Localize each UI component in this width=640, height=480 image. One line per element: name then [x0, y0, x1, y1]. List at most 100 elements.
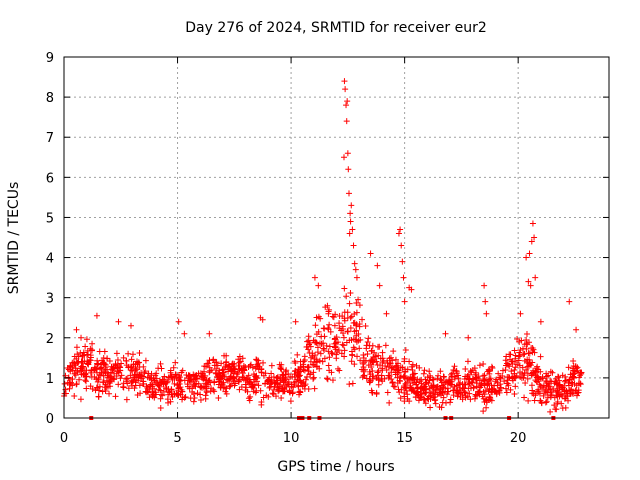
data-point [402, 347, 409, 354]
data-point [101, 348, 108, 355]
data-point [516, 349, 523, 356]
data-point [325, 325, 332, 332]
y-tick-label: 1 [46, 372, 54, 387]
data-point [547, 368, 554, 375]
data-point [127, 364, 134, 371]
data-point [432, 387, 439, 394]
data-point [225, 363, 232, 370]
data-point [73, 381, 80, 388]
data-point [328, 349, 335, 356]
data-point [312, 322, 319, 329]
data-point [473, 380, 480, 387]
data-point [274, 373, 281, 380]
data-point [391, 383, 398, 390]
data-point [102, 388, 109, 395]
data-point [255, 382, 262, 389]
data-point [558, 400, 565, 407]
data-point [348, 358, 355, 365]
data-point [424, 374, 431, 381]
data-point [430, 394, 437, 401]
data-point-peak [341, 78, 348, 85]
data-point [520, 374, 527, 381]
data-point [168, 386, 175, 393]
data-point [197, 397, 204, 404]
data-point [499, 367, 506, 374]
data-point [158, 391, 165, 398]
data-point [375, 377, 382, 384]
data-point [151, 385, 158, 392]
data-point [507, 351, 514, 358]
data-point [214, 374, 221, 381]
data-point [202, 380, 209, 387]
data-point [129, 351, 136, 358]
data-point [153, 370, 160, 377]
data-point [177, 384, 184, 391]
data-point [434, 391, 441, 398]
data-point [83, 367, 90, 374]
data-point [344, 328, 351, 335]
data-point [118, 360, 125, 367]
data-point [344, 328, 351, 335]
data-point [483, 399, 490, 406]
data-point [116, 363, 123, 370]
data-point [151, 377, 158, 384]
data-point [415, 392, 422, 399]
data-point [540, 392, 547, 399]
data-point [98, 361, 105, 368]
data-point [356, 302, 363, 309]
data-point [340, 334, 347, 341]
data-point [424, 395, 431, 402]
data-point [454, 389, 461, 396]
data-point-peak [531, 234, 538, 241]
data-point [516, 362, 523, 369]
data-point [523, 345, 530, 352]
data-point [106, 357, 113, 364]
data-point [311, 385, 318, 392]
data-point [410, 371, 417, 378]
data-point [201, 363, 208, 370]
data-point [476, 377, 483, 384]
data-point [507, 386, 514, 393]
data-point [155, 365, 162, 372]
data-point [326, 321, 333, 328]
y-axis-label: SRMTID / TECUs [6, 182, 22, 295]
data-point [486, 385, 493, 392]
data-point [124, 380, 131, 387]
data-point-peak [367, 250, 374, 257]
data-point [347, 325, 354, 332]
data-point [326, 343, 333, 350]
data-point [72, 372, 79, 379]
data-point [266, 384, 273, 391]
data-point-peak [344, 150, 351, 157]
data-point [230, 363, 237, 370]
data-point [570, 358, 577, 365]
data-point [455, 390, 462, 397]
data-point [140, 381, 147, 388]
data-point [310, 375, 317, 382]
data-point-peak [529, 220, 536, 227]
data-point [409, 374, 416, 381]
data-point [512, 383, 519, 390]
data-point [268, 362, 275, 369]
data-point [504, 380, 511, 387]
data-point [315, 328, 322, 335]
data-point [401, 355, 408, 362]
data-point-peak [408, 286, 415, 293]
data-point [538, 384, 545, 391]
data-point [413, 379, 420, 386]
data-point [343, 339, 350, 346]
data-point [329, 377, 336, 384]
data-point-peak [93, 312, 100, 319]
data-point [242, 387, 249, 394]
data-point [174, 382, 181, 389]
data-point [547, 408, 554, 415]
data-point-peak [115, 318, 122, 325]
data-point [170, 364, 177, 371]
data-point [426, 385, 433, 392]
data-point [420, 370, 427, 377]
data-point [221, 352, 228, 359]
data-point-peak [398, 242, 405, 249]
data-point [276, 387, 283, 394]
data-point [171, 391, 178, 398]
data-point [325, 348, 332, 355]
